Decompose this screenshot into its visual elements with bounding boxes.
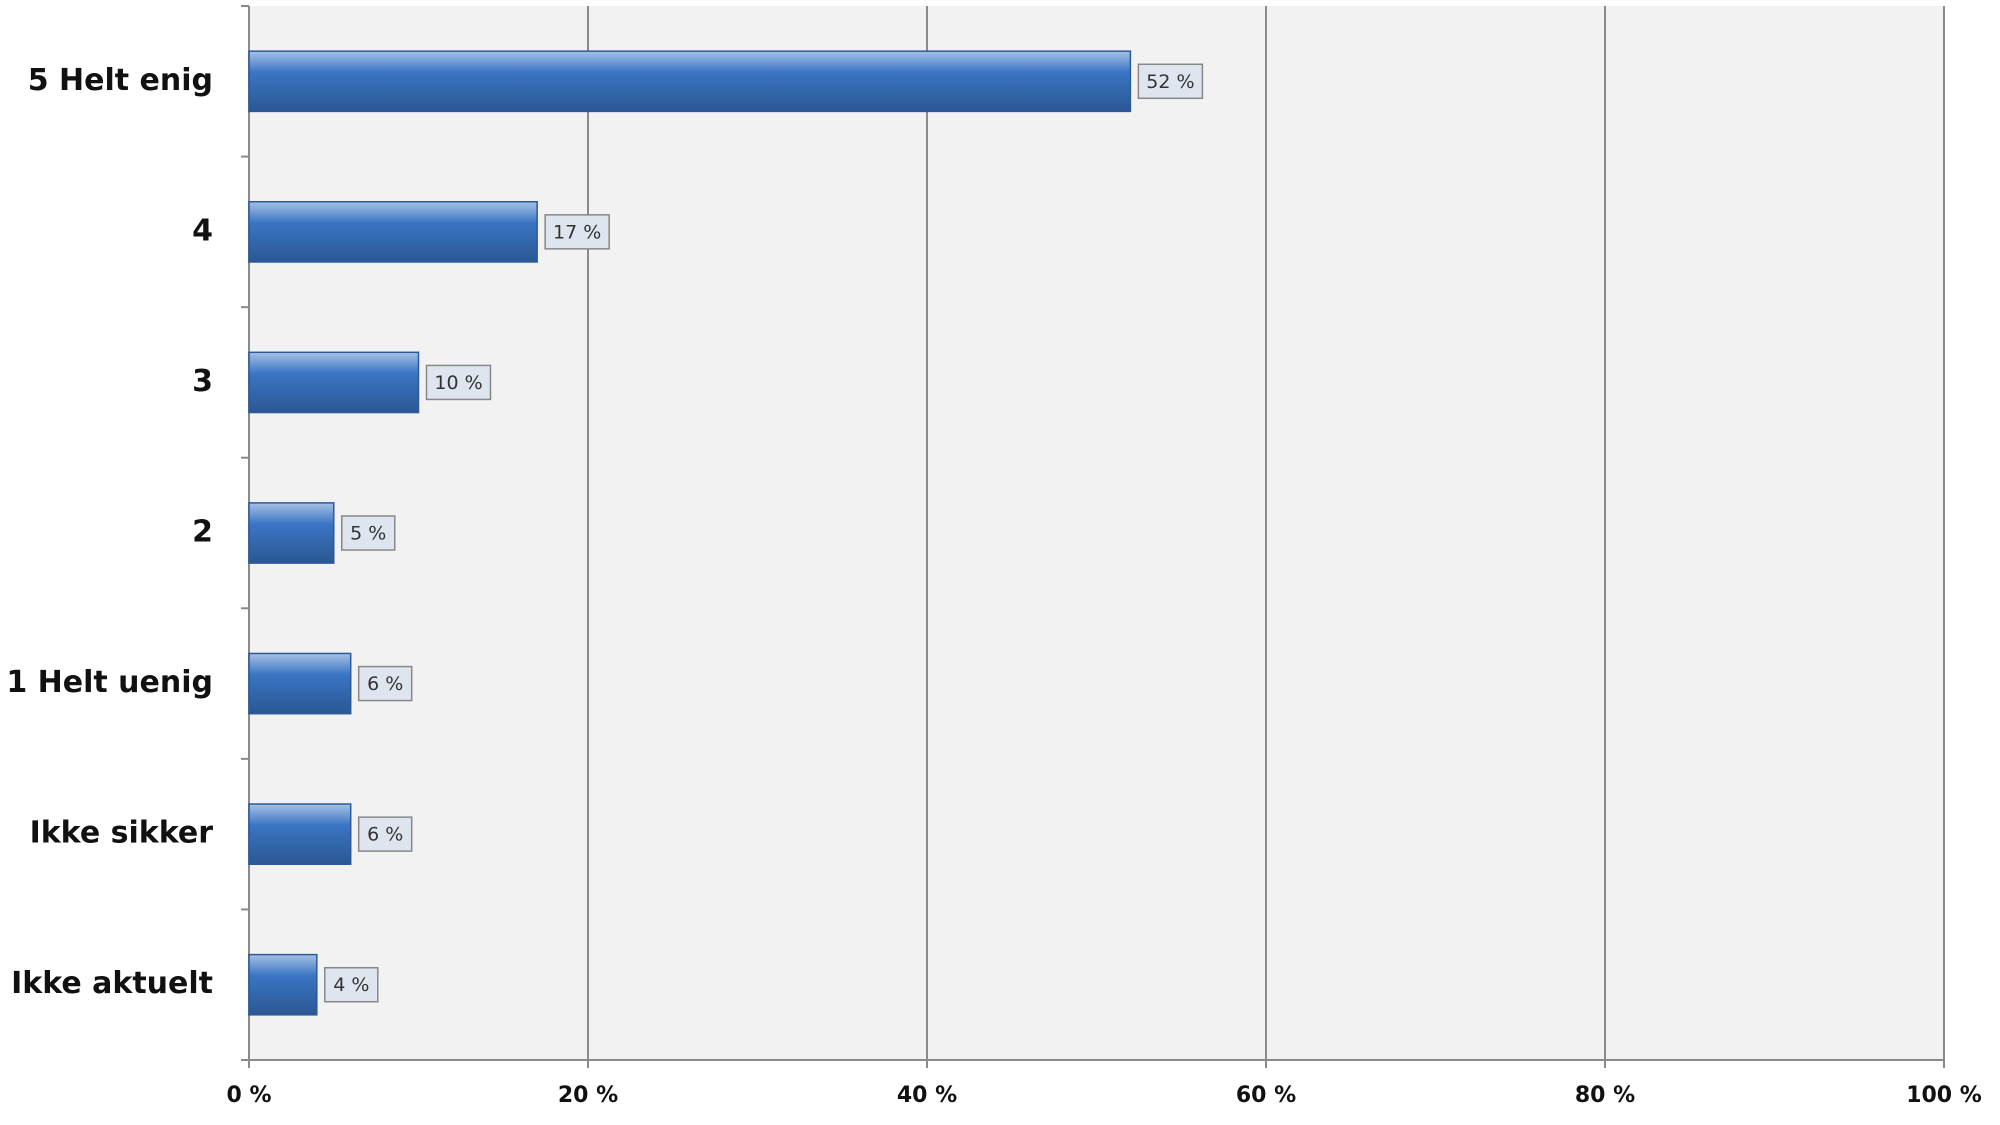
- bar: [248, 200, 538, 263]
- bar: [248, 652, 352, 715]
- y-tick-label: 5 Helt enig: [28, 63, 213, 98]
- y-tick-label: 2: [192, 515, 213, 550]
- value-label-text: 6 %: [367, 824, 403, 846]
- value-label-box: [425, 364, 492, 401]
- x-tick-label: 20 %: [558, 1083, 618, 1108]
- value-label-text: 10 %: [434, 372, 482, 394]
- value-label-text: 5 %: [350, 523, 386, 545]
- y-tick-label: 3: [192, 364, 213, 399]
- value-label-box: [357, 665, 413, 702]
- value-label: 6 %: [357, 665, 413, 702]
- value-label-box: [544, 214, 610, 250]
- x-tick-label: 100 %: [1906, 1083, 1982, 1108]
- value-label-text: 52 %: [1146, 71, 1194, 93]
- plot-area: [249, 6, 1944, 1060]
- bar: [248, 803, 352, 866]
- x-tick-label: 80 %: [1575, 1083, 1635, 1108]
- bar: [248, 502, 335, 564]
- y-tick-label: 4: [192, 213, 213, 248]
- value-label: 4 %: [324, 966, 379, 1003]
- value-label: 17 %: [544, 214, 610, 250]
- value-label-box: [1137, 63, 1204, 100]
- bar: [248, 351, 420, 414]
- value-label-box: [324, 966, 379, 1003]
- value-label: 52 %: [1137, 63, 1204, 100]
- value-label-text: 6 %: [367, 673, 403, 695]
- x-tick-label: 60 %: [1236, 1083, 1296, 1108]
- value-label-box: [357, 816, 413, 852]
- bar: [248, 50, 1132, 113]
- value-label-text: 17 %: [553, 221, 601, 243]
- value-label: 6 %: [357, 816, 413, 852]
- y-tick-label: Ikke aktuelt: [11, 966, 213, 1001]
- value-label: 10 %: [425, 364, 492, 401]
- value-label: 5 %: [341, 515, 396, 551]
- y-tick-label: 1 Helt uenig: [6, 665, 213, 700]
- bar: [248, 953, 318, 1016]
- y-tick-label: Ikke sikker: [30, 816, 214, 851]
- value-label-box: [341, 515, 396, 551]
- x-tick-label: 0 %: [226, 1083, 271, 1108]
- value-label-text: 4 %: [333, 974, 369, 996]
- x-tick-label: 40 %: [897, 1083, 957, 1108]
